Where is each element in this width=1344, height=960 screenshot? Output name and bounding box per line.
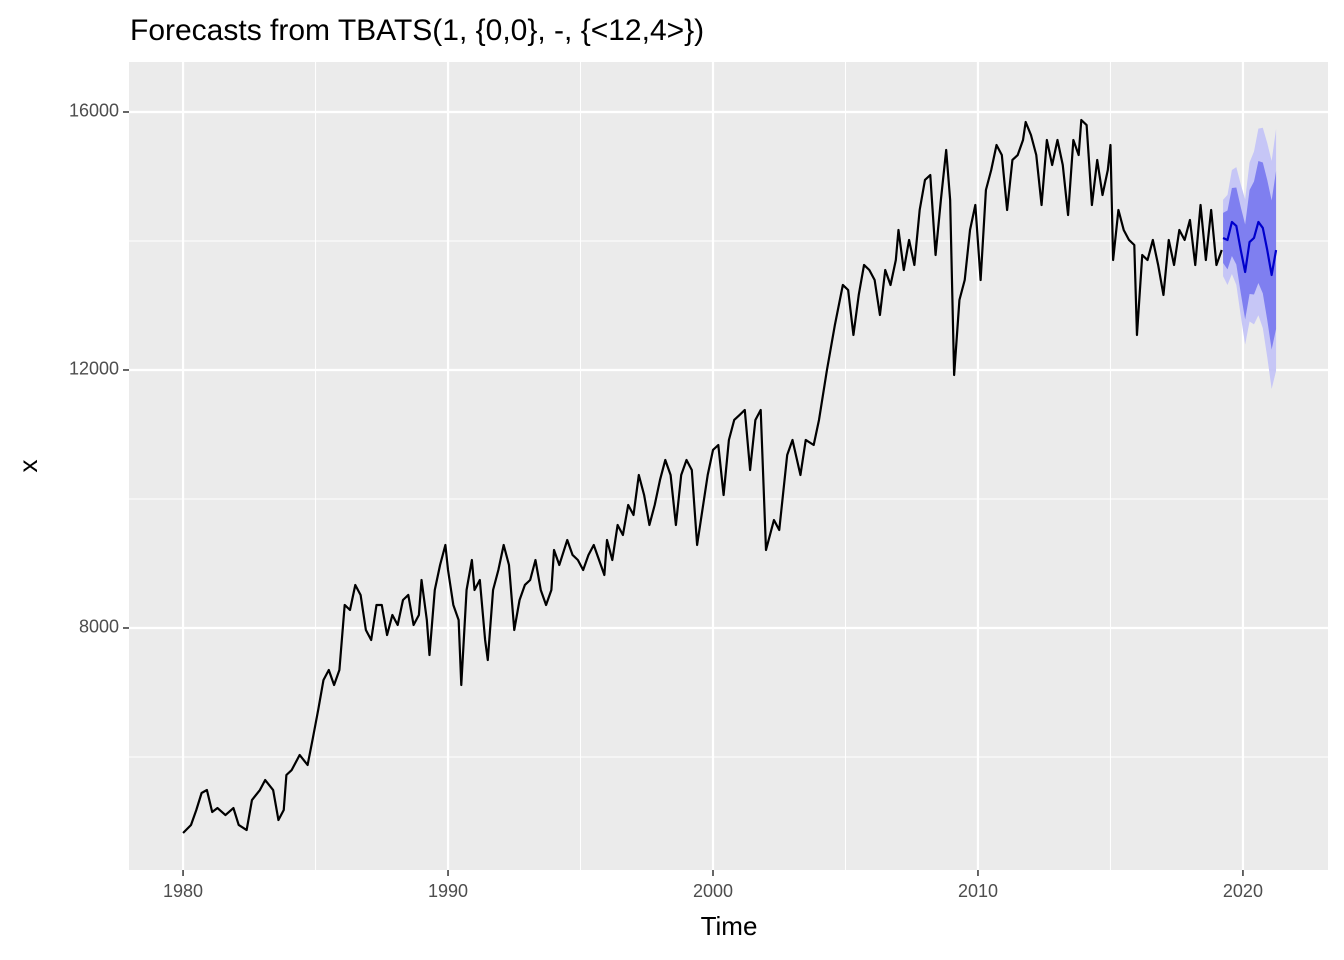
- chart-title: Forecasts from TBATS(1, {0,0}, -, {<12,4…: [130, 14, 704, 47]
- x-tick-label: 2010: [958, 881, 998, 901]
- y-tick-label: 8000: [79, 617, 119, 637]
- forecast-line: [1222, 220, 1278, 277]
- panel: [129, 62, 1328, 870]
- history-line: [182, 118, 1223, 834]
- x-tick-label: 1990: [428, 881, 468, 901]
- x-tick-label: 2020: [1223, 881, 1263, 901]
- y-axis-title: x: [13, 460, 43, 473]
- band-80: [1223, 160, 1277, 350]
- x-tick-label: 2000: [693, 881, 733, 901]
- y-tick-label: 12000: [69, 359, 119, 379]
- x-axis-title: Time: [701, 911, 758, 941]
- y-tick-label: 16000: [69, 101, 119, 121]
- x-tick-label: 1980: [163, 881, 203, 901]
